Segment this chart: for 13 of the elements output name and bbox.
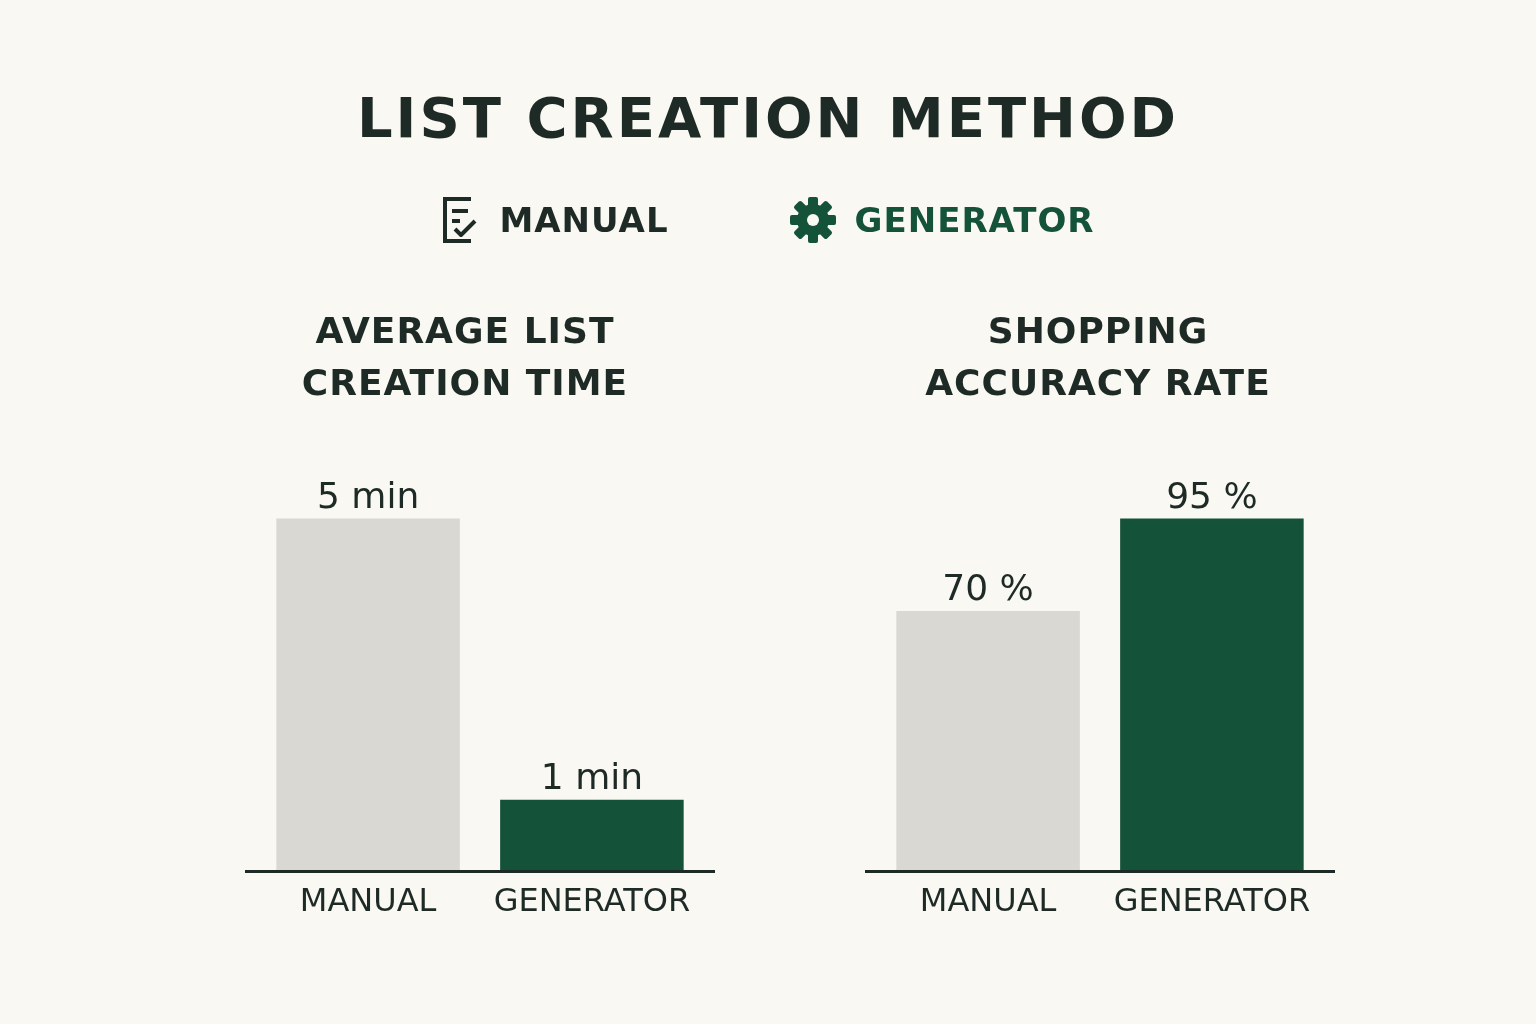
chart-title: AVERAGE LIST CREATION TIME [300,309,630,405]
x-tick-label: MANUAL [919,881,1057,920]
data-label: 1 min [540,755,644,797]
category-label: GENERATOR [854,200,1095,240]
chart-title: SHOPPING ACCURACY RATE [924,309,1272,405]
data-label: 5 min [316,474,420,516]
data-label: 95 % [1166,474,1258,516]
x-tick-label: GENERATOR [493,881,691,920]
x-tick-label: MANUAL [299,881,437,920]
data-label: 70 % [942,567,1034,608]
text: LIST CREATION METHOD [355,85,1181,150]
x-tick-label: GENERATOR [1113,881,1311,920]
category-label: MANUAL [499,200,669,240]
